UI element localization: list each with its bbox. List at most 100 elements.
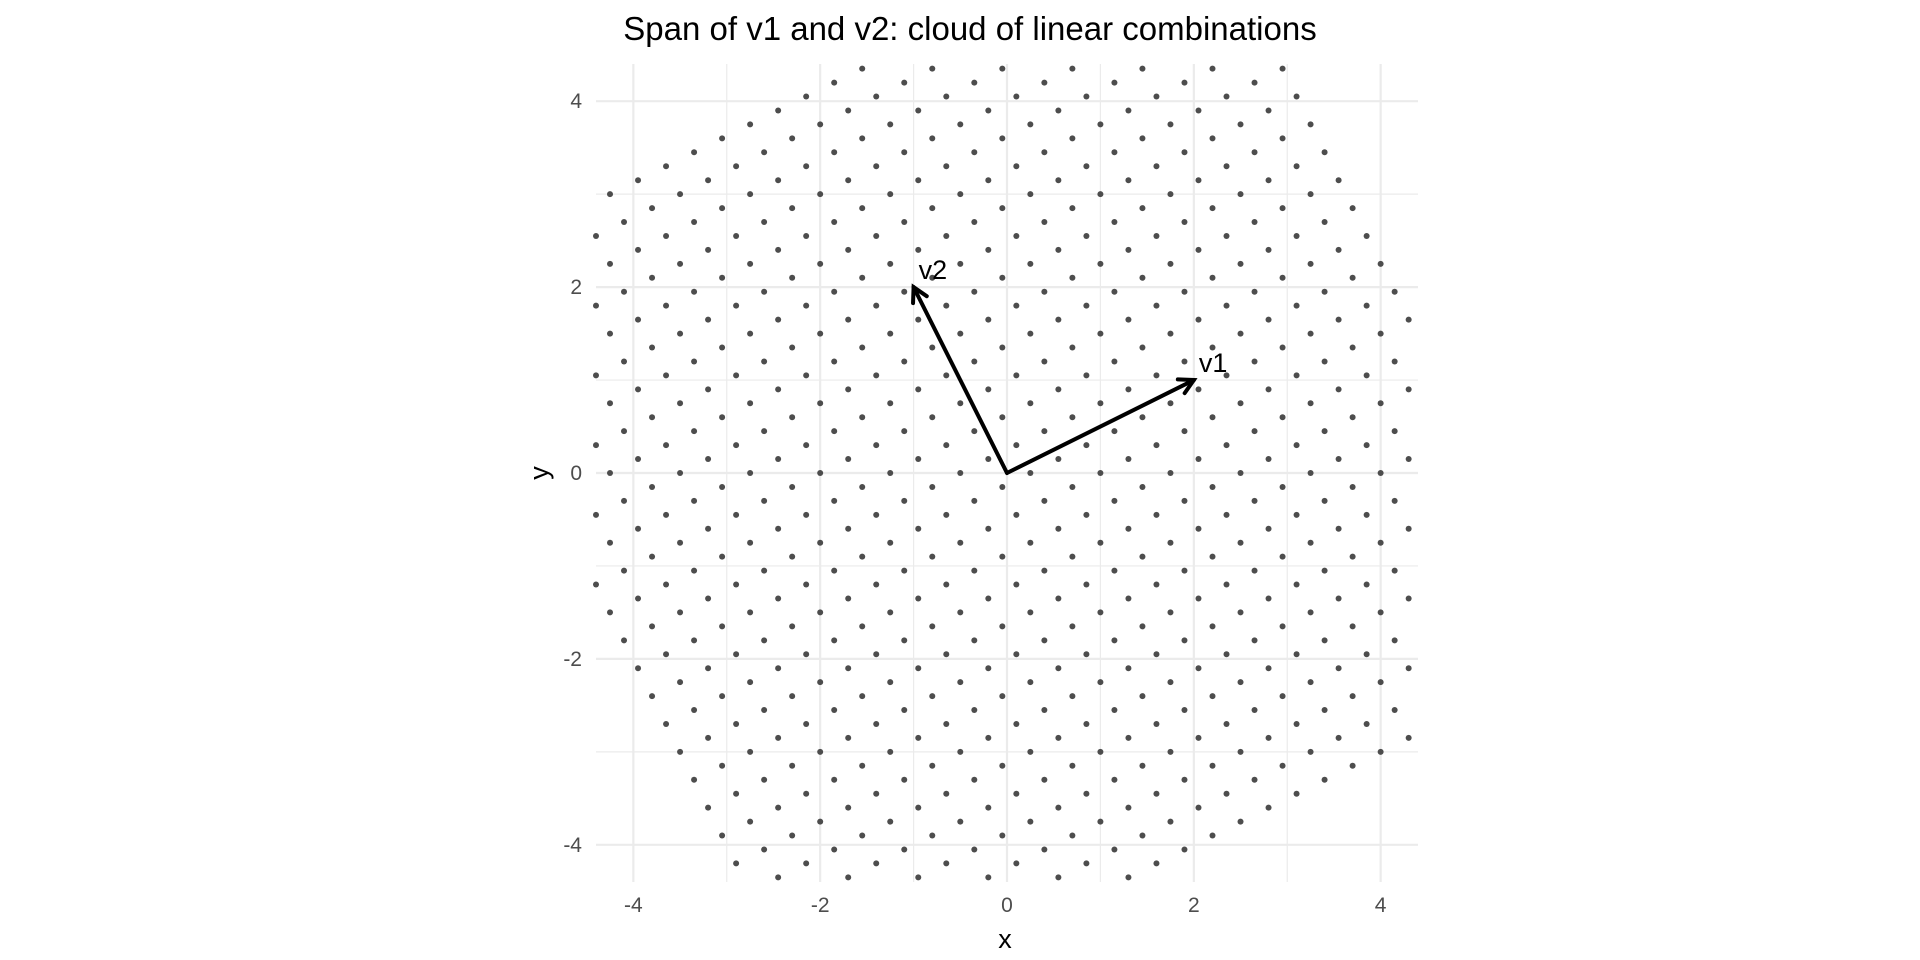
data-point [915, 107, 922, 114]
data-point [1377, 260, 1384, 267]
data-point [845, 595, 852, 602]
data-point [887, 609, 894, 616]
data-point [1055, 874, 1062, 881]
data-point [1083, 232, 1090, 239]
data-point [705, 456, 712, 463]
data-point [929, 762, 936, 769]
data-point [845, 665, 852, 672]
data-point [1139, 65, 1146, 72]
data-point [971, 707, 978, 714]
data-point [859, 832, 866, 839]
data-point [1335, 525, 1342, 532]
data-point [1167, 818, 1174, 825]
data-point [999, 693, 1006, 700]
data-point [901, 497, 908, 504]
data-point [593, 372, 599, 379]
data-point [1139, 832, 1146, 839]
data-point [1405, 595, 1412, 602]
data-point [1167, 748, 1174, 755]
data-point [733, 720, 740, 727]
chart-title: Span of v1 and v2: cloud of linear combi… [623, 10, 1316, 47]
data-point [887, 539, 894, 546]
data-point [1279, 762, 1286, 769]
data-point [1209, 483, 1216, 490]
data-point [1041, 149, 1048, 156]
data-point [1125, 456, 1132, 463]
data-point [817, 539, 824, 546]
data-point [1251, 567, 1258, 574]
data-point [705, 177, 712, 184]
data-point [621, 358, 628, 365]
data-point [1391, 567, 1398, 574]
data-point [663, 442, 670, 449]
data-point [747, 539, 754, 546]
y-axis-title: y [524, 466, 554, 480]
data-point [1125, 246, 1132, 253]
data-point [1265, 734, 1272, 741]
data-point [1083, 372, 1090, 379]
data-point [929, 623, 936, 630]
data-point [887, 260, 894, 267]
data-point [1125, 525, 1132, 532]
data-point [1405, 734, 1412, 741]
data-point [1293, 790, 1300, 797]
data-point [775, 246, 782, 253]
data-point [747, 191, 754, 198]
data-point [719, 832, 726, 839]
data-point [635, 177, 642, 184]
data-point [1055, 595, 1062, 602]
data-point [1321, 288, 1328, 295]
data-point [817, 679, 824, 686]
data-point [1251, 288, 1258, 295]
data-point [719, 205, 726, 212]
x-tick-label: -2 [811, 894, 830, 917]
data-point [1405, 316, 1412, 323]
data-point [1349, 483, 1356, 490]
data-point [663, 651, 670, 658]
data-point [971, 219, 978, 226]
data-point [1013, 581, 1020, 588]
data-point [943, 860, 950, 867]
data-point [1153, 790, 1160, 797]
data-point [789, 483, 796, 490]
data-point [719, 135, 726, 142]
data-point [719, 483, 726, 490]
data-point [1363, 651, 1370, 658]
data-point [1181, 149, 1188, 156]
data-point [789, 414, 796, 421]
data-point [1223, 232, 1230, 239]
data-point [705, 595, 712, 602]
data-point [1279, 693, 1286, 700]
data-point [971, 637, 978, 644]
data-point [1377, 470, 1384, 476]
data-point [1097, 679, 1104, 686]
data-point [1279, 135, 1286, 142]
data-point [761, 637, 768, 644]
data-point [859, 762, 866, 769]
data-point [1223, 442, 1230, 449]
data-point [663, 372, 670, 379]
data-point [1377, 609, 1384, 616]
data-point [677, 609, 684, 616]
data-point [803, 163, 810, 170]
data-point [999, 832, 1006, 839]
data-point [873, 860, 880, 867]
vector-v1-shaft [1005, 378, 1196, 475]
data-point [1209, 65, 1216, 72]
data-point [1307, 330, 1314, 337]
data-point [1125, 595, 1132, 602]
data-point [915, 246, 922, 253]
data-point [859, 693, 866, 700]
data-point [1293, 302, 1300, 309]
data-point [1111, 288, 1118, 295]
data-point [1041, 497, 1048, 504]
data-point [873, 581, 880, 588]
data-point [621, 428, 628, 435]
data-point [1237, 191, 1244, 198]
data-point [1055, 386, 1062, 393]
data-point [915, 177, 922, 184]
y-tick-label: 4 [570, 90, 582, 113]
data-point [845, 734, 852, 741]
data-point [999, 135, 1006, 142]
data-point [1237, 400, 1244, 407]
